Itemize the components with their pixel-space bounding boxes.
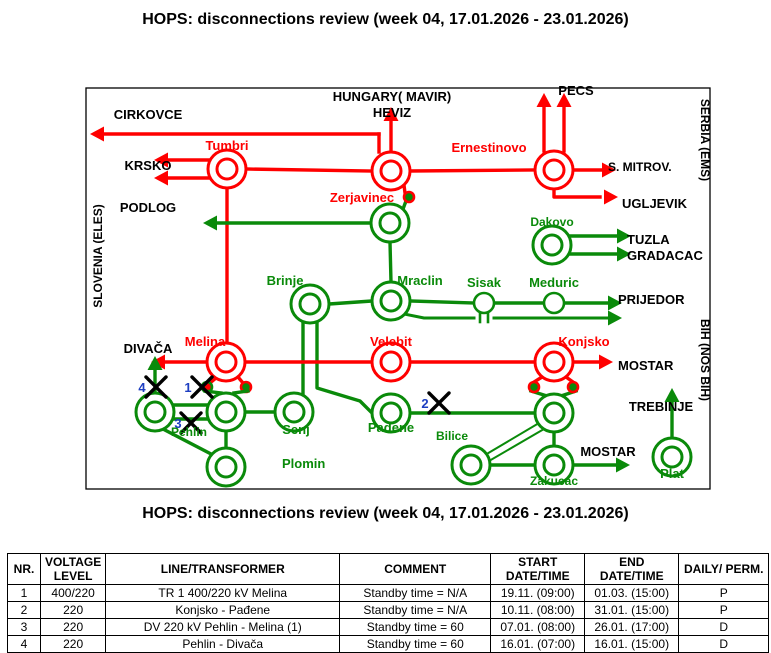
svg-text:KRSKO: KRSKO bbox=[125, 158, 172, 173]
svg-text:TUZLA: TUZLA bbox=[627, 232, 670, 247]
svg-text:SERBIA (EMS): SERBIA (EMS) bbox=[698, 99, 712, 181]
svg-text:Senj: Senj bbox=[282, 422, 309, 437]
svg-text:Tumbri: Tumbri bbox=[205, 138, 248, 153]
svg-text:MOSTAR: MOSTAR bbox=[618, 358, 674, 373]
svg-text:Konjsko: Konjsko bbox=[558, 334, 609, 349]
svg-text:Ernestinovo: Ernestinovo bbox=[451, 140, 526, 155]
svg-text:Meduric: Meduric bbox=[529, 275, 579, 290]
svg-text:Padene: Padene bbox=[368, 420, 414, 435]
svg-text:1: 1 bbox=[184, 380, 191, 395]
svg-text:4: 4 bbox=[138, 380, 146, 395]
svg-text:DIVAČA: DIVAČA bbox=[124, 341, 173, 356]
svg-text:GRADACAC: GRADACAC bbox=[627, 248, 703, 263]
svg-text:Velebit: Velebit bbox=[370, 334, 413, 349]
svg-text:Zakucac: Zakucac bbox=[530, 474, 578, 488]
svg-text:Plomin: Plomin bbox=[282, 456, 325, 471]
svg-text:Pehlin: Pehlin bbox=[171, 425, 207, 439]
svg-text:PRIJEDOR: PRIJEDOR bbox=[618, 292, 685, 307]
svg-text:PODLOG: PODLOG bbox=[120, 200, 176, 215]
svg-text:PECS: PECS bbox=[558, 83, 594, 98]
svg-text:Mraclin: Mraclin bbox=[397, 273, 443, 288]
svg-text:SLOVENIA (ELES): SLOVENIA (ELES) bbox=[91, 204, 105, 308]
svg-text:S. MITROV.: S. MITROV. bbox=[608, 160, 672, 174]
svg-text:HUNGARY( MAVIR): HUNGARY( MAVIR) bbox=[333, 89, 451, 104]
svg-text:Melina: Melina bbox=[185, 334, 226, 349]
svg-text:Plat: Plat bbox=[660, 466, 685, 481]
svg-text:Sisak: Sisak bbox=[467, 275, 502, 290]
svg-text:Bilice: Bilice bbox=[436, 429, 468, 443]
svg-text:UGLJEVIK: UGLJEVIK bbox=[622, 196, 688, 211]
svg-text:CIRKOVCE: CIRKOVCE bbox=[114, 107, 183, 122]
svg-text:Dakovo: Dakovo bbox=[530, 215, 573, 229]
svg-text:Zerjavinec: Zerjavinec bbox=[330, 190, 394, 205]
svg-text:BIH (NOS BIH): BIH (NOS BIH) bbox=[698, 319, 712, 401]
svg-text:HEVIZ: HEVIZ bbox=[373, 105, 411, 120]
svg-text:2: 2 bbox=[421, 396, 428, 411]
svg-text:TREBINJE: TREBINJE bbox=[629, 399, 694, 414]
svg-text:Brinje: Brinje bbox=[267, 273, 304, 288]
svg-text:MOSTAR: MOSTAR bbox=[580, 444, 636, 459]
